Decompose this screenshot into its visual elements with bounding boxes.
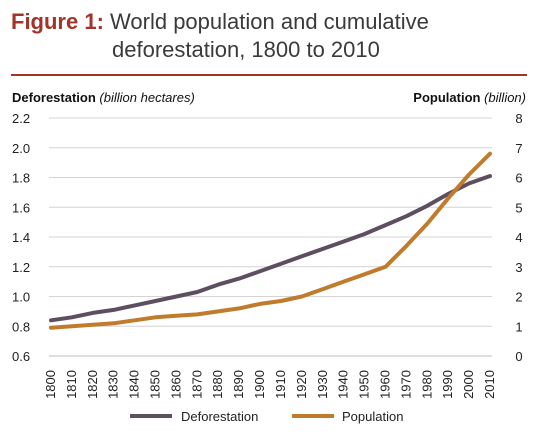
right-tick-label: 5 [515, 200, 522, 215]
x-tick-label: 1900 [252, 370, 267, 399]
x-tick-label: 1930 [315, 370, 330, 399]
left-tick-label: 2.0 [12, 141, 30, 156]
left-tick-label: 1.6 [12, 200, 30, 215]
x-tick-label: 1940 [336, 370, 351, 399]
x-tick-label: 1840 [127, 370, 142, 399]
right-tick-label: 0 [515, 349, 522, 364]
x-tick-label: 1910 [273, 370, 288, 399]
right-tick-label: 2 [515, 290, 522, 305]
series-line-population [49, 151, 492, 330]
right-tick-label: 6 [515, 171, 522, 186]
title-line-2: deforestation, 1800 to 2010 [112, 37, 380, 62]
x-tick-label: 1880 [210, 370, 225, 399]
left-tick-label: 1.8 [12, 171, 30, 186]
title-line-1: World population and cumulative [110, 9, 429, 34]
x-tick-label: 1970 [398, 370, 413, 399]
x-tick-label: 1980 [419, 370, 434, 399]
right-tick-label: 3 [515, 260, 522, 275]
left-tick-label: 1.2 [12, 260, 30, 275]
x-tick-label: 1990 [440, 370, 455, 399]
x-tick-label: 1870 [189, 370, 204, 399]
x-tick-label: 2000 [461, 370, 476, 399]
x-tick-label: 1810 [64, 370, 79, 399]
title-rule [11, 74, 527, 76]
legend-label-deforestation: Deforestation [181, 409, 258, 424]
left-tick-label: 0.8 [12, 319, 30, 334]
x-tick-label: 1860 [168, 370, 183, 399]
x-tick-label: 1850 [148, 370, 163, 399]
series-layer [49, 151, 492, 330]
left-tick-label: 1.0 [12, 290, 30, 305]
left-tick-label: 1.4 [12, 230, 30, 245]
x-tick-label: 1890 [231, 370, 246, 399]
right-tick-label: 4 [515, 230, 522, 245]
left-tick-label: 2.2 [12, 111, 30, 126]
x-tick-label: 1950 [357, 370, 372, 399]
x-tick-label: 1830 [106, 370, 121, 399]
right-tick-label: 1 [515, 319, 522, 334]
left-axis-title: Deforestation (billion hectares) [12, 90, 195, 105]
figure-title: Figure 1: World population and cumulativ… [11, 8, 531, 64]
right-tick-label: 8 [515, 111, 522, 126]
x-tick-label: 1820 [85, 370, 100, 399]
legend: Deforestation Population [130, 409, 403, 424]
left-tick-label: 0.6 [12, 349, 30, 364]
x-tick-label: 1920 [294, 370, 309, 399]
right-tick-label: 7 [515, 141, 522, 156]
series-line-deforestation [49, 174, 492, 323]
x-tick-label: 2010 [482, 370, 497, 399]
figure-number: Figure 1: [11, 9, 104, 34]
grid-lines [49, 117, 492, 357]
tick-labels: 0.6 0 0.8 1 1.0 2 1.2 3 1.4 4 1.6 5 1.8 6 2.0 7 2.2 8 1800… [12, 111, 523, 399]
x-tick-label: 1960 [377, 370, 392, 399]
x-tick-label: 1800 [43, 370, 58, 399]
right-axis-title: Population (billion) [413, 90, 526, 105]
legend-label-population: Population [342, 409, 403, 424]
